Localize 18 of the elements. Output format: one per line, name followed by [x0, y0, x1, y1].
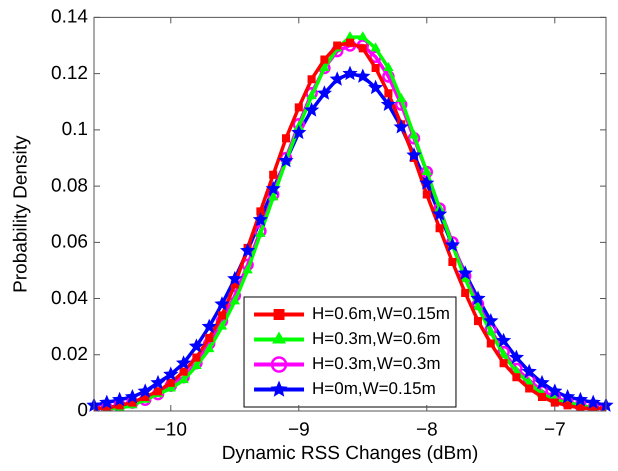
- y-tick-label: 0.06: [51, 232, 88, 253]
- x-tick-label: −10: [154, 420, 187, 441]
- y-tick-label: 0.1: [62, 119, 88, 140]
- y-axis-title: Probability Density: [10, 135, 32, 293]
- legend-label: H=0.6m,W=0.15m: [312, 304, 450, 324]
- y-tick-label: 0.08: [51, 175, 88, 196]
- x-axis-title: Dynamic RSS Changes (dBm): [222, 442, 478, 464]
- legend-label: H=0m,W=0.15m: [312, 379, 436, 398]
- y-tick-label: 0.14: [51, 6, 88, 28]
- y-tick-label: 0.12: [51, 62, 88, 84]
- x-tick-label: −7: [544, 420, 566, 441]
- x-tick-label: −8: [416, 420, 438, 441]
- y-tick-label: 0.04: [51, 288, 88, 309]
- y-tick-label: 0: [77, 400, 88, 422]
- legend-label: H=0.3m,W=0.6m: [312, 329, 441, 348]
- x-tick-label: −9: [288, 420, 310, 441]
- legend-label: H=0.3m,W=0.3m: [312, 354, 441, 374]
- y-tick-label: 0.02: [51, 344, 88, 366]
